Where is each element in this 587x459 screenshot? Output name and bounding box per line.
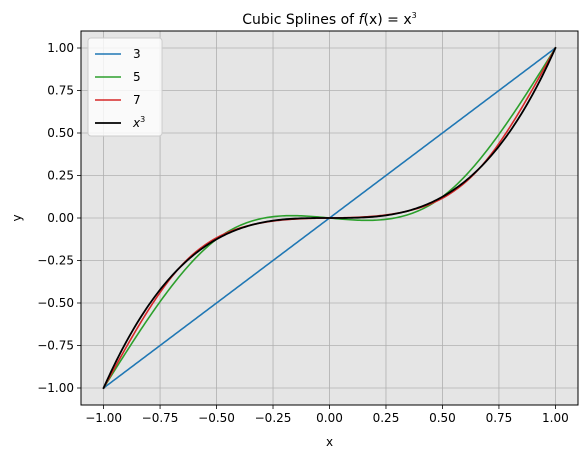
chart-title-math-f: f bbox=[359, 12, 366, 28]
legend-label-exponent: 3 bbox=[140, 115, 145, 124]
y-tick-label-3: −0.25 bbox=[37, 254, 74, 268]
x-tick-label-1: −0.75 bbox=[142, 411, 179, 425]
x-axis-label: x bbox=[326, 435, 333, 449]
axis-ticks: −1.00 −0.75 −0.50 −0.25 0.00 0.25 0.50 0.75 1.00… bbox=[37, 41, 569, 425]
legend-label-7: 7 bbox=[133, 93, 141, 107]
y-tick-label-5: 0.25 bbox=[47, 169, 74, 183]
chart-title: Cubic Splines of f(x) = x3 bbox=[242, 11, 416, 28]
legend-label-base: x bbox=[132, 116, 141, 130]
series-line-x-cubed bbox=[102, 46, 557, 390]
x-tick-label-8: 1.00 bbox=[542, 411, 569, 425]
chart-title-math-rest: (x) = x bbox=[364, 12, 412, 28]
y-tick-label-6: 0.50 bbox=[47, 126, 74, 140]
x-tick-label-5: 0.25 bbox=[373, 411, 400, 425]
legend-label-5: 5 bbox=[133, 70, 141, 84]
chart-title-exponent: 3 bbox=[412, 11, 417, 20]
x-tick-label-2: −0.50 bbox=[198, 411, 235, 425]
x-tick-label-6: 0.50 bbox=[429, 411, 456, 425]
x-tick-label-3: −0.25 bbox=[255, 411, 292, 425]
y-tick-label-4: 0.00 bbox=[47, 211, 74, 225]
y-tick-label-2: −0.50 bbox=[37, 296, 74, 310]
x-tick-label-7: 0.75 bbox=[486, 411, 513, 425]
legend-label-3: 3 bbox=[133, 47, 141, 61]
chart-title-prefix: Cubic Splines of bbox=[242, 12, 358, 28]
y-tick-label-8: 1.00 bbox=[47, 41, 74, 55]
y-tick-label-0: −1.00 bbox=[37, 381, 74, 395]
x-tick-label-0: −1.00 bbox=[85, 411, 122, 425]
series-lines bbox=[102, 46, 557, 390]
y-tick-label-1: −0.75 bbox=[37, 339, 74, 353]
legend-label-x-cubed: x3 bbox=[132, 115, 145, 130]
y-axis-label: y bbox=[10, 214, 24, 221]
grid bbox=[81, 31, 578, 405]
y-tick-label-7: 0.75 bbox=[47, 84, 74, 98]
legend-box bbox=[87, 37, 163, 137]
x-tick-label-4: 0.00 bbox=[316, 411, 343, 425]
